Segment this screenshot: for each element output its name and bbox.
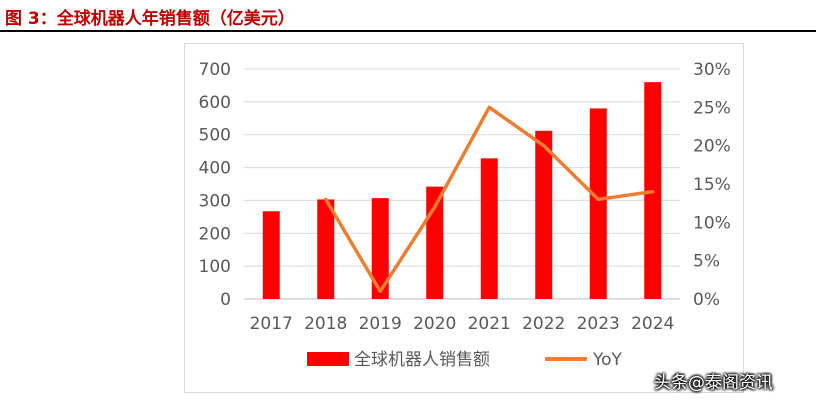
x-tick-label: 2019 <box>359 314 402 334</box>
legend-label-line: YoY <box>592 350 623 370</box>
bar <box>589 108 607 299</box>
y-right-tick-label: 0% <box>693 290 720 310</box>
chart-frame <box>184 43 744 393</box>
figure-header: 图 3：全球机器人年销售额（亿美元） <box>0 0 816 32</box>
figure-title: 图 3：全球机器人年销售额（亿美元） <box>5 9 295 29</box>
legend-label-bar: 全球机器人销售额 <box>354 350 490 370</box>
y-right-tick-label: 5% <box>693 252 720 272</box>
y-left-tick-label: 300 <box>199 191 231 211</box>
x-tick-label: 2023 <box>577 314 620 334</box>
y-left-tick-label: 200 <box>199 224 231 244</box>
x-tick-label: 2024 <box>631 314 674 334</box>
bar <box>535 130 553 299</box>
y-left-tick-label: 700 <box>199 60 231 80</box>
bar <box>371 198 389 299</box>
yoy-point <box>378 289 382 293</box>
x-tick-label: 2022 <box>522 314 565 334</box>
y-left-tick-label: 400 <box>199 159 231 179</box>
y-right-tick-label: 25% <box>693 98 731 118</box>
yoy-point <box>433 205 437 209</box>
x-tick-label: 2017 <box>250 314 293 334</box>
yoy-point <box>596 197 600 201</box>
x-tick-label: 2021 <box>468 314 511 334</box>
yoy-point <box>324 197 328 201</box>
watermark: 头条@泰阁资讯 <box>654 373 773 393</box>
y-left-tick-label: 0 <box>220 290 231 310</box>
bar <box>262 211 280 299</box>
legend-swatch-bar <box>307 352 349 366</box>
yoy-point <box>542 144 546 148</box>
bar <box>317 199 335 299</box>
bar <box>480 158 498 299</box>
yoy-point <box>487 105 491 109</box>
y-left-tick-label: 600 <box>199 93 231 113</box>
y-right-tick-label: 15% <box>693 175 731 195</box>
y-left-tick-label: 100 <box>199 257 231 277</box>
yoy-point <box>651 190 655 194</box>
y-right-tick-label: 30% <box>693 60 731 80</box>
y-left-tick-label: 500 <box>199 126 231 146</box>
y-right-tick-label: 20% <box>693 137 731 157</box>
x-tick-label: 2020 <box>413 314 456 334</box>
y-right-tick-label: 10% <box>693 213 731 233</box>
x-tick-label: 2018 <box>304 314 347 334</box>
